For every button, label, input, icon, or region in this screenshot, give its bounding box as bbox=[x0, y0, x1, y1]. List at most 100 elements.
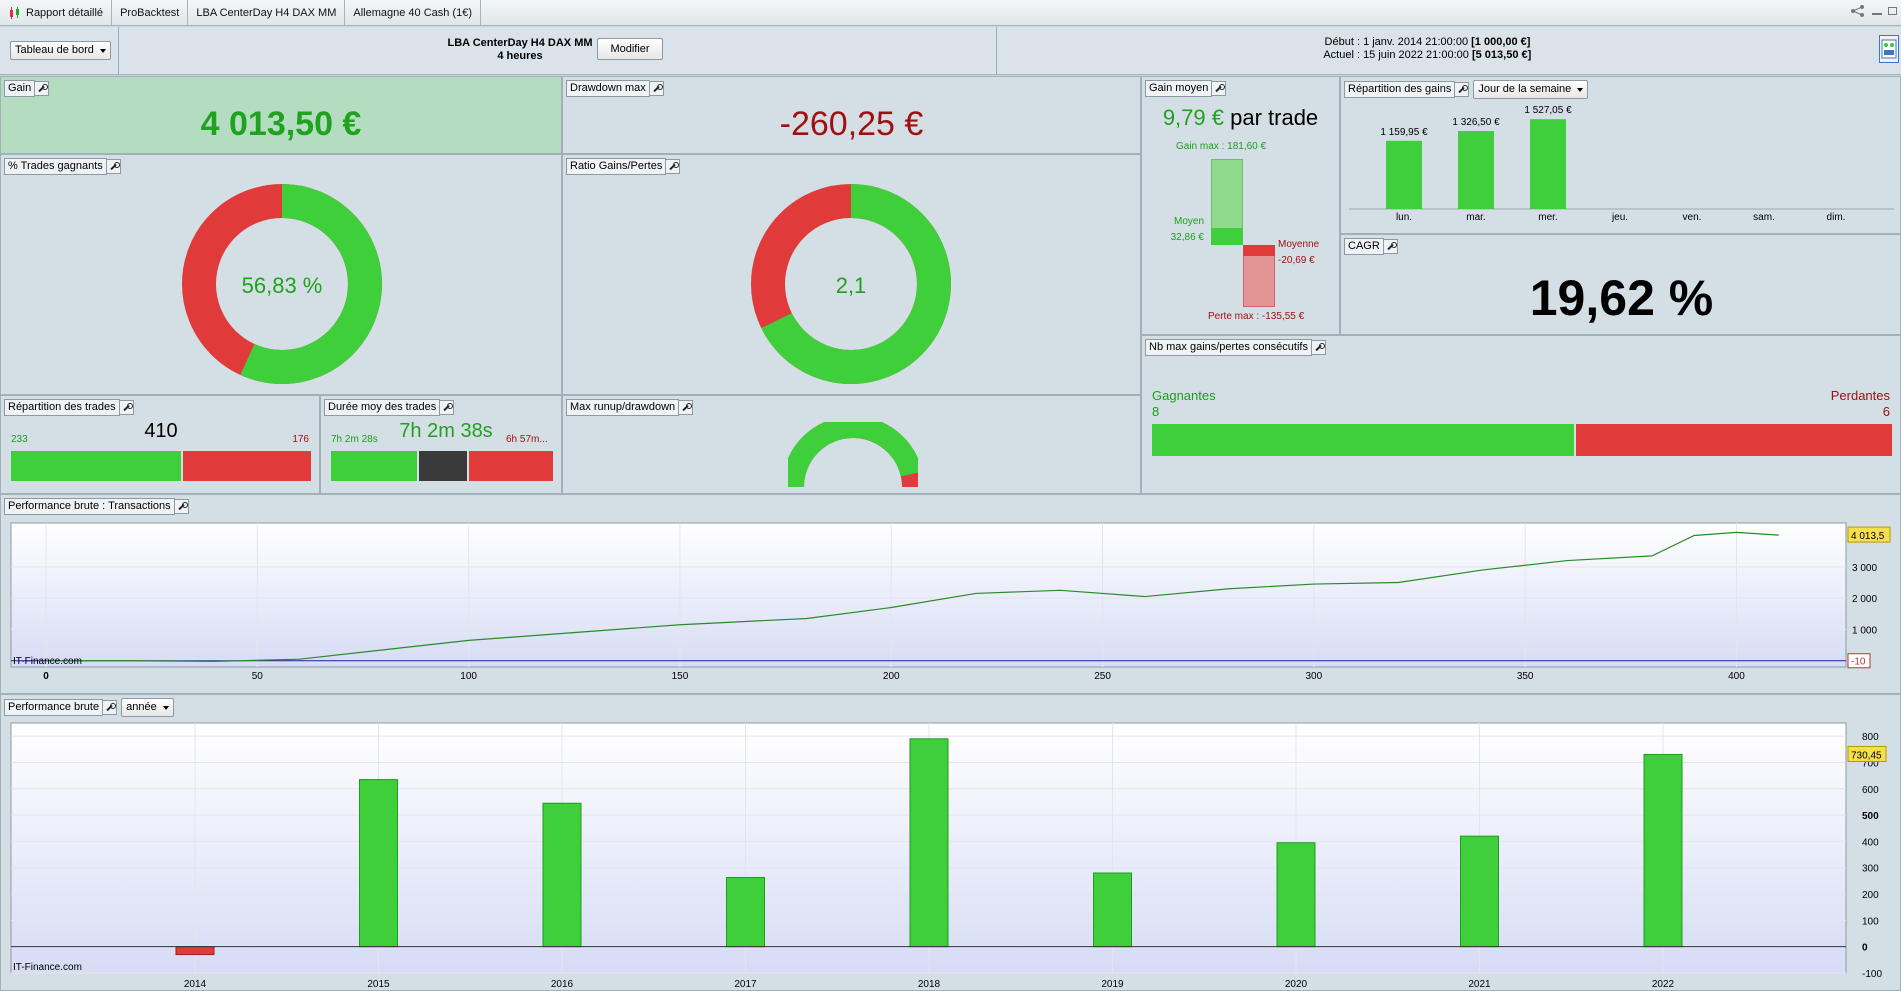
tab-probacktest[interactable]: ProBacktest bbox=[112, 0, 189, 25]
win-rate-panel: % Trades gagnants 56,83 % bbox=[0, 154, 562, 395]
tx-low-badge: -10 bbox=[1851, 657, 1866, 668]
moyen-block: Moyen 32,86 € bbox=[1168, 214, 1204, 246]
gain-value: 4 013,50 € bbox=[200, 105, 362, 143]
tx-x-tick: 0 bbox=[43, 671, 49, 682]
trades-losses: 176 bbox=[292, 434, 309, 445]
distribution-bar-label: 1 159,95 € bbox=[1380, 127, 1428, 138]
duration-panel: Durée moy des trades 7h 2m 28s 7h 2m 38s… bbox=[320, 395, 562, 494]
perte-max: Perte max : -135,55 € bbox=[1208, 311, 1305, 322]
year-last-badge: 730,45 bbox=[1851, 750, 1882, 761]
gain-panel: Gain 4 013,50 € bbox=[0, 76, 562, 154]
tab-instrument[interactable]: Allemagne 40 Cash (1€) bbox=[345, 0, 481, 25]
wrench-icon[interactable] bbox=[119, 400, 134, 415]
strategy-info: LBA CenterDay H4 DAX MM 4 heures bbox=[400, 37, 640, 63]
avg-gain-value: 9,79 € bbox=[1162, 105, 1224, 130]
period-select[interactable]: année bbox=[121, 698, 174, 717]
year-bar bbox=[542, 802, 582, 948]
panel-title: CAGR bbox=[1344, 238, 1384, 255]
strategy-name: LBA CenterDay H4 DAX MM bbox=[447, 37, 593, 49]
tx-x-tick: 400 bbox=[1728, 671, 1745, 682]
year-y-tick: 600 bbox=[1862, 785, 1879, 796]
restore-icon[interactable] bbox=[1888, 7, 1897, 15]
wrench-icon[interactable] bbox=[1212, 81, 1227, 96]
panel-title: Gain bbox=[4, 80, 36, 97]
distribution-bar bbox=[1530, 119, 1566, 209]
year-y-tick: 100 bbox=[1862, 916, 1879, 927]
period-info: Début : 1 janv. 2014 21:00:00 [1 000,00 … bbox=[1300, 36, 1531, 62]
panel-title: Performance brute : Transactions bbox=[4, 498, 175, 515]
panel-title: Max runup/drawdown bbox=[566, 399, 680, 416]
ratio-value: 2,1 bbox=[835, 273, 867, 298]
tx-y-tick: 3 000 bbox=[1852, 563, 1877, 574]
wrench-icon[interactable] bbox=[106, 159, 121, 174]
modify-button[interactable]: Modifier bbox=[597, 38, 663, 60]
current-date: 15 juin 2022 21:00:00 bbox=[1363, 49, 1469, 61]
share-icon[interactable] bbox=[1850, 4, 1866, 18]
distribution-bar-label: 1 326,50 € bbox=[1452, 117, 1500, 128]
wrench-icon[interactable] bbox=[1311, 340, 1326, 355]
panel-title: Drawdown max bbox=[566, 80, 650, 97]
perf-tx-panel: Performance brute : Transactions 0 50 100 1… bbox=[0, 494, 1901, 694]
wrench-icon[interactable] bbox=[666, 159, 681, 174]
start-value: [1 000,00 €] bbox=[1471, 36, 1531, 48]
year-x-tick: 2014 bbox=[184, 979, 207, 990]
duration-loss-segment bbox=[469, 451, 553, 481]
drawdown-panel: Drawdown max -260,25 € bbox=[562, 76, 1141, 154]
tab-bar: Rapport détaillé ProBacktest LBA CenterD… bbox=[0, 0, 1901, 26]
tx-equity-line bbox=[46, 531, 1779, 662]
wrench-icon[interactable] bbox=[1455, 82, 1470, 97]
start-date: 1 janv. 2014 21:00:00 bbox=[1363, 36, 1469, 48]
donut-win-arc bbox=[182, 184, 382, 384]
trades-total: 410 bbox=[144, 420, 178, 442]
ratio-donut bbox=[751, 184, 951, 384]
start-label: Début : bbox=[1324, 36, 1360, 48]
view-select[interactable]: Tableau de bord bbox=[10, 41, 111, 60]
consecutive-panel: Nb max gains/pertes consécutifs Gagnante… bbox=[1141, 335, 1901, 494]
duration-bar bbox=[331, 451, 553, 481]
consec-win-block: Gagnantes 8 bbox=[1152, 388, 1216, 420]
consec-loss-segment bbox=[1575, 424, 1892, 456]
ratio-panel: Ratio Gains/Pertes 2,1 bbox=[562, 154, 1141, 395]
tab-strategy[interactable]: LBA CenterDay H4 DAX MM bbox=[188, 0, 346, 25]
trades-loss-segment bbox=[182, 451, 311, 481]
trades-win-segment bbox=[11, 451, 181, 481]
consec-loss-value: 6 bbox=[1882, 404, 1890, 419]
current-label: Actuel : bbox=[1323, 49, 1360, 61]
duration-main: 7h 2m 38s bbox=[399, 420, 493, 442]
tx-plot-area bbox=[10, 522, 1847, 668]
year-y-tick: 200 bbox=[1862, 890, 1879, 901]
panel-title: Ratio Gains/Pertes bbox=[566, 158, 667, 175]
distribution-bar bbox=[1386, 140, 1422, 209]
moyen-label: Moyen bbox=[1173, 216, 1204, 227]
wrench-icon[interactable] bbox=[174, 499, 189, 514]
tab-label: LBA CenterDay H4 DAX MM bbox=[196, 6, 337, 19]
wrench-icon[interactable] bbox=[35, 81, 50, 96]
year-y-tick: 700 bbox=[1862, 758, 1879, 769]
runup-gauge-win-arc bbox=[788, 422, 918, 488]
tx-y-tick: 2 000 bbox=[1852, 594, 1877, 605]
panel-title: Répartition des trades bbox=[4, 399, 120, 416]
tx-x-tick: 50 bbox=[252, 671, 264, 682]
report-chart-icon[interactable] bbox=[1879, 35, 1899, 63]
wrench-icon[interactable] bbox=[679, 400, 694, 415]
loss-avg-bar bbox=[1243, 245, 1275, 256]
minimize-icon[interactable] bbox=[1872, 13, 1882, 15]
tx-x-tick: 250 bbox=[1094, 671, 1111, 682]
tab-rapport-detaille[interactable]: Rapport détaillé bbox=[0, 0, 113, 25]
wrench-icon[interactable] bbox=[1383, 239, 1398, 254]
tab-label: Rapport détaillé bbox=[26, 6, 104, 19]
year-x-tick: 2015 bbox=[367, 979, 390, 990]
view-select-value: Tableau de bord bbox=[15, 44, 94, 56]
wrench-icon[interactable] bbox=[649, 81, 664, 96]
candlestick-icon bbox=[8, 6, 22, 20]
year-bar bbox=[175, 946, 215, 956]
trades-wins: 233 bbox=[11, 434, 28, 445]
year-bar bbox=[726, 876, 765, 948]
donut-win-arc bbox=[751, 184, 951, 384]
wrench-icon[interactable] bbox=[103, 700, 118, 715]
distribution-select[interactable]: Jour de la semaine bbox=[1473, 80, 1589, 99]
year-bar bbox=[1460, 835, 1499, 948]
wrench-icon[interactable] bbox=[440, 400, 455, 415]
win-rate-donut bbox=[182, 184, 382, 384]
tx-watermark: IT-Finance.com bbox=[13, 656, 82, 667]
